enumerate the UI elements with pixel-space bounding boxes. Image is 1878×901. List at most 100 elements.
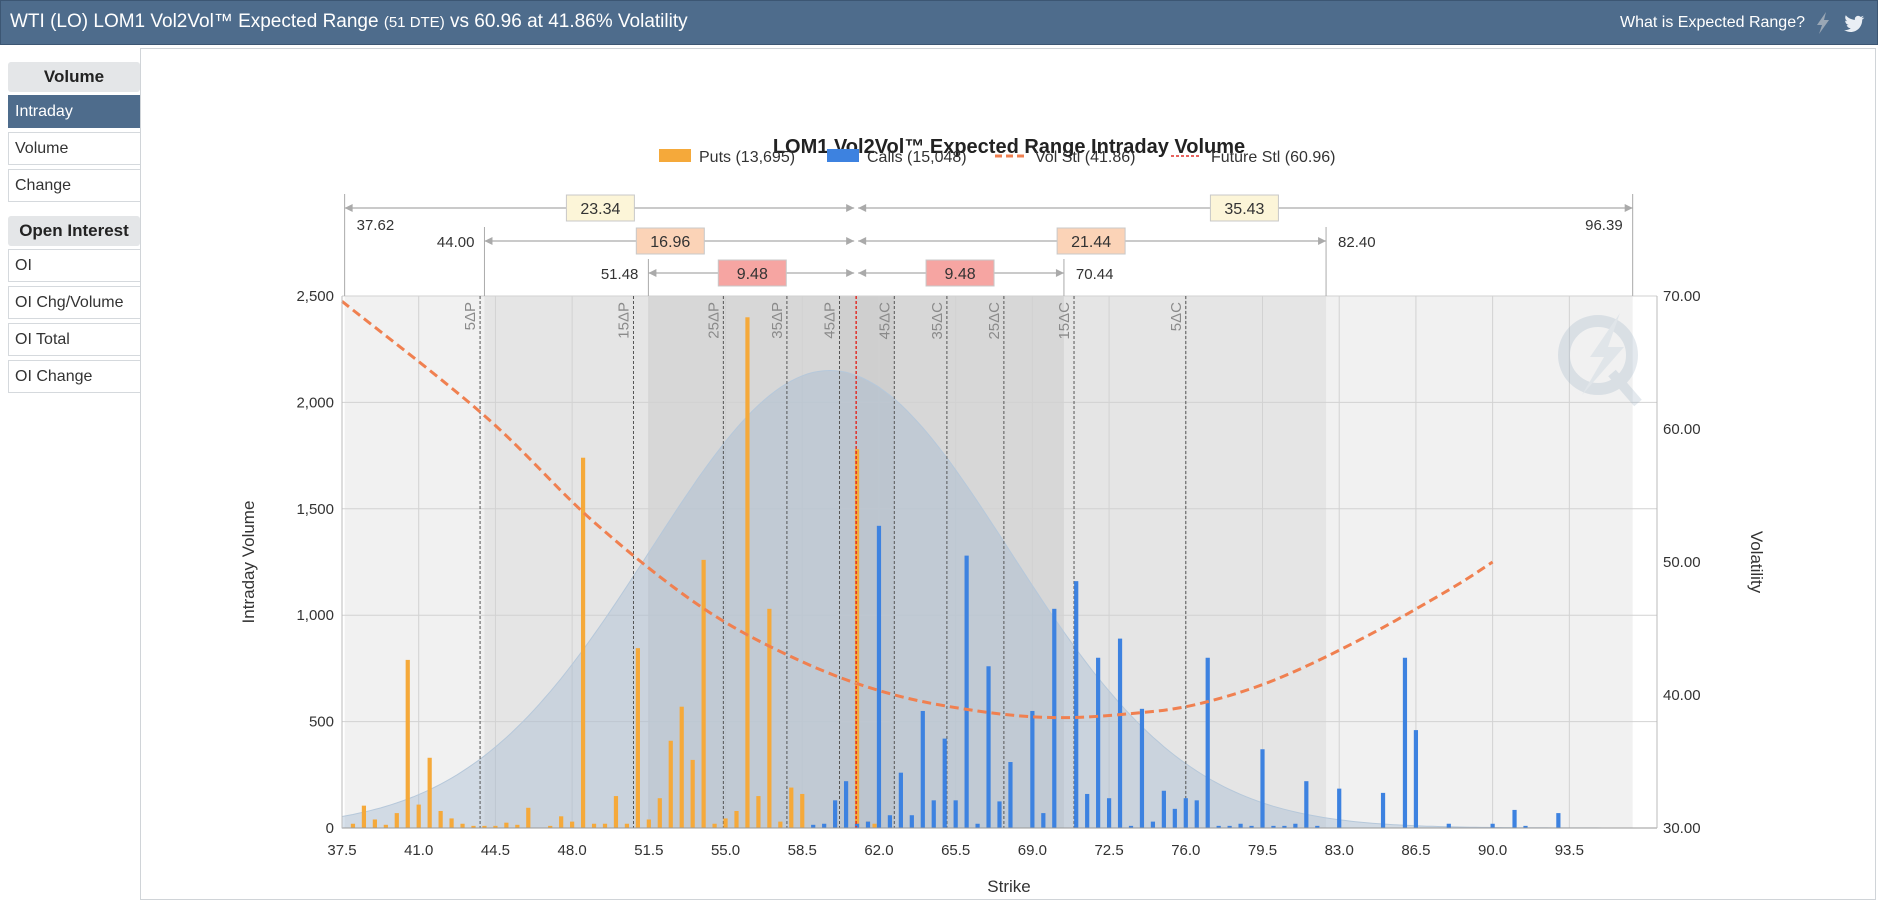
y-tick-label: 500 [309, 714, 334, 731]
arrow-head [344, 204, 353, 212]
put-bar [657, 798, 662, 828]
x-tick-label: 86.5 [1401, 842, 1430, 859]
arrow-head [858, 269, 867, 277]
put-bar [515, 824, 520, 828]
range-width-label: 9.48 [944, 266, 975, 283]
delta-label: 35ΔP [769, 302, 786, 339]
put-bar [690, 759, 695, 828]
delta-label: 5ΔP [462, 302, 479, 330]
delta-label: 15ΔC [1056, 302, 1073, 340]
call-bar [833, 800, 838, 828]
arrow-head [1055, 269, 1064, 277]
range-width-box [717, 259, 787, 287]
put-bar [383, 824, 388, 828]
watermark-logo [1558, 313, 1642, 407]
put-bar [668, 740, 673, 828]
call-bar [1183, 798, 1188, 828]
y2-tick-label: 30.00 [1663, 820, 1701, 837]
put-bar [800, 793, 805, 828]
range-width-box [1209, 194, 1279, 222]
call-bar [1096, 657, 1101, 828]
y-tick-label: 1,000 [296, 607, 334, 624]
put-bar [756, 796, 761, 828]
range-high-label: 82.40 [1338, 234, 1376, 251]
range-width-label: 9.48 [737, 266, 768, 283]
y2-tick-label: 60.00 [1663, 421, 1701, 438]
call-bar [822, 823, 827, 828]
twitter-icon[interactable] [1843, 10, 1867, 36]
sidebar-item-oi-change[interactable]: OI Change [8, 360, 140, 393]
call-bar [1227, 825, 1232, 828]
range-low-label: 37.62 [357, 217, 395, 234]
call-bar [1293, 823, 1298, 828]
legend-item: Puts (13,695) [659, 149, 795, 166]
put-bar [701, 559, 706, 828]
volume-heading: Volume [8, 62, 140, 92]
x-tick-label: 79.5 [1248, 842, 1277, 859]
call-bar [1106, 798, 1112, 828]
put-bar [635, 648, 640, 828]
expected-range-chart: LOM1 Vol2Vol™ Expected Range Intraday Vo… [239, 136, 1766, 896]
delta-label: 35ΔC [929, 302, 946, 340]
sidebar-item-oi[interactable]: OI [8, 249, 140, 282]
arrow-head [858, 237, 867, 245]
chart-title: LOM1 Vol2Vol™ Expected Range Intraday Vo… [773, 136, 1245, 158]
lightning-icon[interactable] [1811, 10, 1835, 36]
put-bar [646, 819, 651, 828]
x-axis-title: Strike [987, 877, 1030, 896]
put-bar [570, 821, 575, 828]
range-low-label: 51.48 [601, 266, 639, 283]
what-is-expected-range-link[interactable]: What is Expected Range? [1620, 14, 1805, 31]
arrow-head [648, 269, 657, 277]
sidebar-item-oi-total[interactable]: OI Total [8, 323, 140, 356]
probability-distribution [341, 369, 1657, 829]
call-bar [876, 525, 882, 828]
x-tick-label: 58.5 [788, 842, 817, 859]
call-bar [1074, 581, 1079, 828]
call-bar [1216, 825, 1221, 828]
range-width-box [925, 259, 995, 287]
put-bar [734, 810, 739, 828]
put-bar [789, 787, 794, 828]
range-bracket: 9.48 9.48 51.48 70.44 [601, 259, 1114, 296]
range-width-label: 16.96 [650, 234, 690, 251]
call-bar [920, 710, 925, 828]
x-tick-label: 51.5 [634, 842, 663, 859]
sidebar-item-oi-chg-volume[interactable]: OI Chg/Volume [8, 286, 140, 319]
page-title: WTI (LO) LOM1 Vol2Vol™ Expected Range (5… [10, 11, 688, 32]
x-tick-label: 37.5 [327, 842, 356, 859]
arrow-head [1624, 204, 1633, 212]
put-bar [591, 823, 597, 828]
arrow-head [1318, 237, 1327, 245]
call-bar [986, 666, 991, 828]
put-bar [559, 816, 564, 828]
range-width-box [1056, 227, 1126, 255]
call-bar [1523, 825, 1528, 828]
x-tick-label: 72.5 [1094, 842, 1123, 859]
x-tick-label: 83.0 [1325, 842, 1354, 859]
call-bar [1238, 823, 1243, 828]
call-bar [1260, 749, 1265, 828]
put-bar [778, 821, 783, 828]
sidebar-item-volume[interactable]: Volume [8, 132, 140, 165]
sidebar-item-change[interactable]: Change [8, 169, 140, 202]
x-tick-label: 90.0 [1478, 842, 1507, 859]
x-tick-label: 55.0 [711, 842, 740, 859]
range-bracket: 23.34 35.43 37.62 96.39 [344, 194, 1634, 296]
call-bar [811, 824, 816, 828]
put-bar [723, 818, 728, 828]
legend-item: Vol Stl (41.86) [995, 149, 1136, 166]
range-high-label: 96.39 [1585, 217, 1623, 234]
sidebar: Volume Intraday Volume Change Open Inter… [8, 62, 140, 397]
range-high-label: 70.44 [1076, 266, 1114, 283]
call-bar [1337, 788, 1342, 828]
chart-legend: Puts (13,695) Calls (15,048) Vol Stl (41.8… [659, 149, 1336, 166]
legend-label: Vol Stl (41.86) [1035, 149, 1136, 166]
call-bar [1150, 821, 1156, 828]
put-bar [449, 818, 454, 828]
sidebar-item-intraday[interactable]: Intraday [8, 95, 140, 128]
put-bar [416, 804, 421, 828]
call-bar [854, 823, 860, 828]
x-tick-label: 44.5 [481, 842, 510, 859]
delta-label: 25ΔP [705, 302, 722, 339]
